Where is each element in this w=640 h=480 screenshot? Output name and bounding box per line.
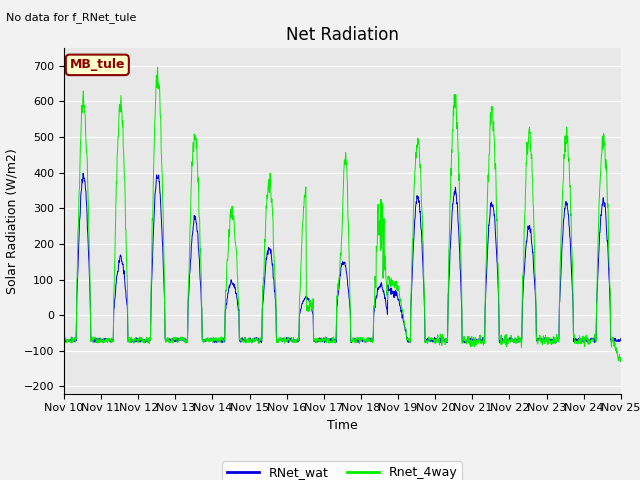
RNet_wat	[60, 337, 68, 343]
Rnet_4way	[616, 359, 624, 365]
Rnet_4way	[154, 64, 161, 70]
Rnet_4way	[371, 282, 379, 288]
RNet_wat	[79, 170, 87, 176]
Line: Rnet_4way: Rnet_4way	[64, 67, 621, 362]
Rnet_4way	[504, 338, 512, 344]
Rnet_4way	[60, 339, 68, 345]
X-axis label: Time: Time	[327, 419, 358, 432]
RNet_wat	[617, 336, 625, 341]
Text: MB_tule: MB_tule	[70, 59, 125, 72]
RNet_wat	[568, 279, 576, 285]
RNet_wat	[437, 340, 445, 346]
RNet_wat	[371, 303, 379, 309]
Line: RNet_wat: RNet_wat	[64, 173, 621, 343]
Text: No data for f_RNet_tule: No data for f_RNet_tule	[6, 12, 137, 23]
Y-axis label: Solar Radiation (W/m2): Solar Radiation (W/m2)	[5, 148, 18, 294]
Title: Net Radiation: Net Radiation	[286, 25, 399, 44]
Rnet_4way	[216, 336, 223, 342]
RNet_wat	[584, 335, 591, 341]
RNet_wat	[505, 337, 513, 343]
Rnet_4way	[617, 356, 625, 362]
Rnet_4way	[359, 335, 367, 341]
Legend: RNet_wat, Rnet_4way: RNet_wat, Rnet_4way	[223, 461, 462, 480]
Rnet_4way	[568, 244, 575, 250]
RNet_wat	[216, 336, 223, 342]
RNet_wat	[359, 338, 367, 344]
Rnet_4way	[584, 336, 591, 341]
